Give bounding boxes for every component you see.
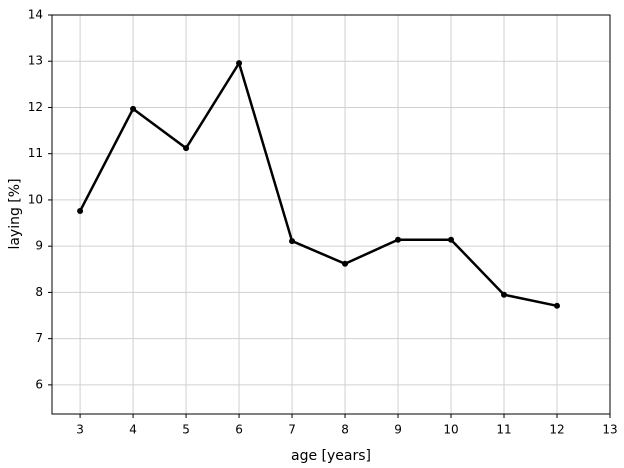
y-tick-label: 14 bbox=[28, 8, 43, 22]
data-point bbox=[501, 291, 508, 298]
x-tick-label: 6 bbox=[235, 423, 243, 437]
y-tick-label: 10 bbox=[28, 192, 43, 206]
data-point bbox=[236, 60, 243, 67]
x-tick-label: 9 bbox=[394, 423, 402, 437]
y-tick-label: 6 bbox=[35, 377, 43, 391]
x-tick-label: 10 bbox=[443, 423, 458, 437]
x-tick-label: 11 bbox=[496, 423, 511, 437]
y-tick-label: 9 bbox=[35, 239, 43, 253]
data-point bbox=[183, 145, 190, 152]
data-point bbox=[77, 208, 84, 215]
x-tick-label: 13 bbox=[602, 423, 617, 437]
data-point bbox=[448, 236, 455, 243]
data-point bbox=[554, 302, 561, 309]
x-tick-label: 3 bbox=[76, 423, 84, 437]
y-tick-label: 8 bbox=[35, 285, 43, 299]
x-tick-label: 5 bbox=[182, 423, 190, 437]
x-tick-label: 7 bbox=[288, 423, 296, 437]
x-tick-label: 12 bbox=[549, 423, 564, 437]
data-point bbox=[289, 238, 296, 245]
x-tick-label: 8 bbox=[341, 423, 349, 437]
y-tick-label: 13 bbox=[28, 54, 43, 68]
x-axis-title: age [years] bbox=[291, 448, 371, 464]
y-tick-label: 7 bbox=[35, 331, 43, 345]
data-line bbox=[78, 60, 558, 308]
x-tick-label: 4 bbox=[129, 423, 137, 437]
y-axis-title: laying [%] bbox=[7, 178, 23, 249]
data-point bbox=[395, 236, 402, 243]
plot-frame bbox=[51, 14, 611, 415]
data-point bbox=[342, 260, 349, 267]
data-point bbox=[130, 105, 137, 112]
y-tick-label: 11 bbox=[28, 146, 43, 160]
y-tick-label: 12 bbox=[28, 100, 43, 114]
